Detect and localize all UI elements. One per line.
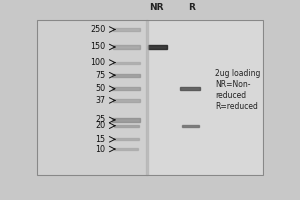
Bar [113, 99, 140, 102]
Text: 37: 37 [95, 96, 105, 105]
Text: 10: 10 [95, 145, 105, 154]
Bar [182, 125, 199, 127]
Bar [37, 20, 263, 175]
Bar [148, 45, 167, 49]
Text: 150: 150 [90, 42, 105, 51]
Bar [181, 87, 200, 90]
Text: NR: NR [149, 3, 163, 12]
Bar [114, 125, 139, 127]
Bar [37, 20, 263, 175]
Bar [147, 20, 263, 175]
Bar [112, 74, 140, 77]
Text: 75: 75 [95, 71, 105, 80]
Text: 250: 250 [90, 25, 105, 34]
Bar [113, 28, 140, 31]
Bar [114, 148, 138, 150]
Text: 20: 20 [95, 121, 105, 130]
Bar [113, 45, 140, 49]
Text: 25: 25 [95, 115, 105, 124]
Text: 2ug loading
NR=Non-
reduced
R=reduced: 2ug loading NR=Non- reduced R=reduced [215, 69, 261, 111]
Text: R: R [188, 3, 195, 12]
Bar [112, 87, 140, 90]
Bar [113, 62, 140, 64]
Bar [112, 118, 140, 122]
Bar [146, 20, 148, 175]
Text: 100: 100 [90, 58, 105, 67]
Text: 50: 50 [95, 84, 105, 93]
Text: 15: 15 [95, 135, 105, 144]
Bar [114, 138, 139, 140]
